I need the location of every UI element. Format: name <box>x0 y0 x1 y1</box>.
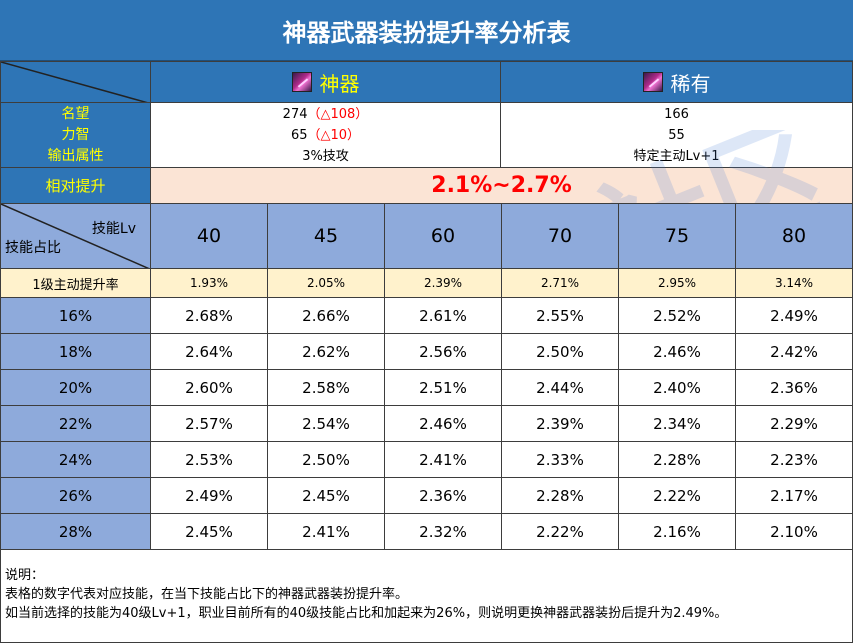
page-title: 神器武器装扮提升率分析表 <box>0 0 853 61</box>
table-cell: 2.57% <box>150 405 268 442</box>
rare-fame: 166 <box>664 106 689 122</box>
row-label-cell: 20% <box>0 369 151 406</box>
table-cell: 2.33% <box>501 441 619 478</box>
notes-title: 说明： <box>5 568 45 583</box>
table-cell: 2.22% <box>618 477 736 514</box>
table-cell: 2.49% <box>735 297 853 334</box>
level-header-cell: 40 <box>150 203 268 269</box>
table-cell: 2.46% <box>384 405 502 442</box>
table-cell: 2.29% <box>735 405 853 442</box>
notes-line-1: 表格的数字代表对应技能，在当下技能占比下的神器武器装扮提升率。 <box>5 587 409 602</box>
header-corner <box>0 61 151 103</box>
table-cell: 2.60% <box>150 369 268 406</box>
artifact-fame: 274（△108） <box>282 106 369 122</box>
table-cell: 2.41% <box>267 513 385 550</box>
table-cell: 2.36% <box>735 369 853 406</box>
table-cell: 2.55% <box>501 297 619 334</box>
table-cell: 2.45% <box>150 513 268 550</box>
table-cell: 2.54% <box>267 405 385 442</box>
table-cell: 2.53% <box>150 441 268 478</box>
table-cell: 2.50% <box>501 333 619 370</box>
row-label-cell: 22% <box>0 405 151 442</box>
table-cell: 2.52% <box>618 297 736 334</box>
artifact-attr-values: 274（△108） 65（△10） 3%技攻 <box>150 102 501 168</box>
row-label-cell: 24% <box>0 441 151 478</box>
table-cell: 2.39% <box>501 405 619 442</box>
rare-header-label: 稀有 <box>670 71 711 96</box>
table-cell: 2.10% <box>735 513 853 550</box>
table-cell: 2.28% <box>501 477 619 514</box>
attr-labels: 名望 力智 输出属性 <box>0 102 151 168</box>
artifact-header: 神器 <box>150 61 501 103</box>
table-cell: 2.16% <box>618 513 736 550</box>
rare-header: 稀有 <box>500 61 853 103</box>
level-header-cell: 60 <box>384 203 502 269</box>
table-cell: 2.23% <box>735 441 853 478</box>
row-label-cell: 26% <box>0 477 151 514</box>
row1-value-cell: 2.95% <box>618 268 736 298</box>
table-cell: 2.68% <box>150 297 268 334</box>
level-corner: 技能Lv 技能占比 <box>0 203 151 269</box>
level-header-cell: 75 <box>618 203 736 269</box>
table-cell: 2.28% <box>618 441 736 478</box>
table-cell: 2.42% <box>735 333 853 370</box>
row-label-cell: 28% <box>0 513 151 550</box>
rare-stat: 55 <box>668 127 685 143</box>
rare-output: 特定主动Lv+1 <box>633 148 720 164</box>
artifact-stat: 65（△10） <box>290 127 361 143</box>
table-cell: 2.46% <box>618 333 736 370</box>
relative-value: 2.1%~2.7% <box>150 167 853 204</box>
fame-label: 名望 <box>61 105 90 122</box>
row1-value-cell: 2.05% <box>267 268 385 298</box>
table-cell: 2.50% <box>267 441 385 478</box>
level-header-cell: 80 <box>735 203 853 269</box>
table-cell: 2.17% <box>735 477 853 514</box>
row-label-cell: 18% <box>0 333 151 370</box>
row1-label: 1级主动提升率 <box>0 268 151 298</box>
table-cell: 2.44% <box>501 369 619 406</box>
table-cell: 2.49% <box>150 477 268 514</box>
stat-label: 力智 <box>61 126 90 143</box>
output-label: 输出属性 <box>47 147 104 164</box>
level-header-cell: 70 <box>501 203 619 269</box>
diagonal-line <box>1 62 148 102</box>
row1-value-cell: 3.14% <box>735 268 853 298</box>
corner-bottom-label: 技能占比 <box>5 240 61 256</box>
artifact-header-label: 神器 <box>319 71 360 96</box>
purple-weapon-icon <box>642 72 663 92</box>
table-cell: 2.32% <box>384 513 502 550</box>
row-label-cell: 16% <box>0 297 151 334</box>
table-cell: 2.64% <box>150 333 268 370</box>
table-cell: 2.61% <box>384 297 502 334</box>
row1-value-cell: 2.71% <box>501 268 619 298</box>
notes-box: 说明： 表格的数字代表对应技能，在当下技能占比下的神器武器装扮提升率。 如当前选… <box>0 549 853 643</box>
table-cell: 2.41% <box>384 441 502 478</box>
artifact-output: 3%技攻 <box>302 148 349 164</box>
rare-attr-values: 166 55 特定主动Lv+1 <box>500 102 853 168</box>
diagonal-line <box>1 204 150 268</box>
table-cell: 2.66% <box>267 297 385 334</box>
table-cell: 2.56% <box>384 333 502 370</box>
level-header-cell: 45 <box>267 203 385 269</box>
row1-value-cell: 2.39% <box>384 268 502 298</box>
table-cell: 2.58% <box>267 369 385 406</box>
table-cell: 2.45% <box>267 477 385 514</box>
table-cell: 2.40% <box>618 369 736 406</box>
table-cell: 2.62% <box>267 333 385 370</box>
table-cell: 2.22% <box>501 513 619 550</box>
purple-weapon-icon <box>291 72 312 92</box>
row1-value-cell: 1.93% <box>150 268 268 298</box>
relative-label: 相对提升 <box>0 167 151 204</box>
table-cell: 2.36% <box>384 477 502 514</box>
notes-line-2: 如当前选择的技能为40级Lv+1，职业目前所有的40级技能占比和加起来为26%，… <box>5 606 728 621</box>
table-cell: 2.34% <box>618 405 736 442</box>
table-cell: 2.51% <box>384 369 502 406</box>
corner-top-label: 技能Lv <box>91 221 136 237</box>
